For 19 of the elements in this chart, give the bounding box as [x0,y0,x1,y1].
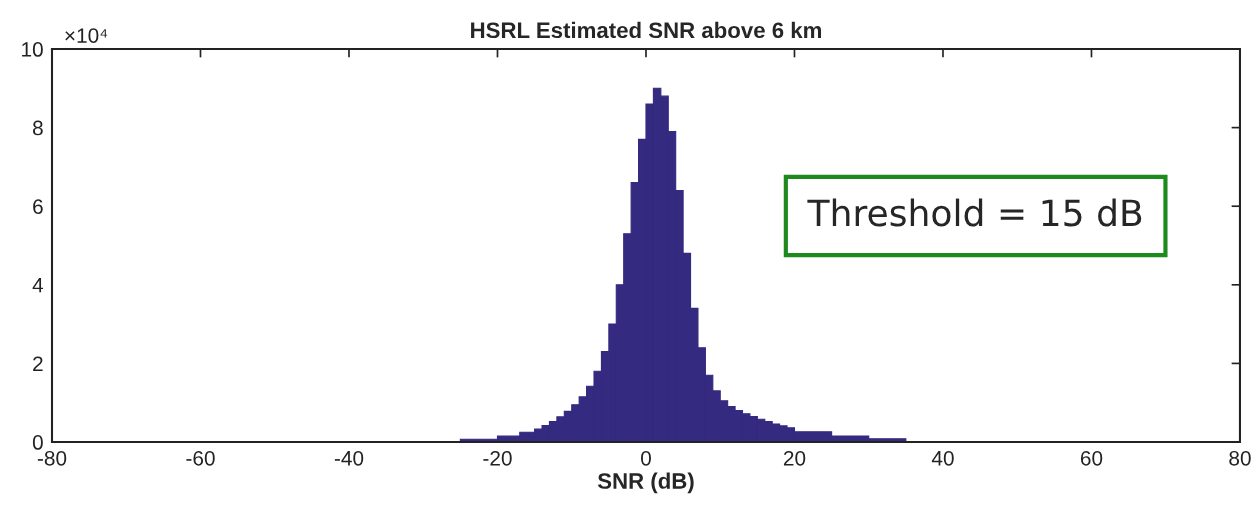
x-tick-label: 80 [1229,450,1251,466]
x-tick-label: 60 [1080,450,1103,466]
x-tick-label: 20 [783,450,806,466]
y-tick-label: 6 [33,199,43,214]
x-tick-label: -40 [334,450,364,466]
x-tick-label: -20 [483,450,512,466]
y-tick-label: 4 [32,278,44,293]
y-tick-label: 2 [33,356,43,371]
x-tick-label: 40 [931,450,954,466]
annotation: Threshold = 15 dB [807,198,1142,227]
y-tick-label: 8 [32,120,43,136]
x-tick-label: -60 [186,450,215,466]
x-tick-label: 0 [641,450,651,466]
y-tick-label: 0 [32,435,43,450]
y-tick-label: 10 [22,42,43,57]
x-tick-label: -80 [37,450,67,466]
chart-title: HSRL Estimated SNR above 6 km [471,21,822,39]
text: ×10⁴ [65,28,108,43]
x-axis-title: SNR (dB) [597,472,694,494]
